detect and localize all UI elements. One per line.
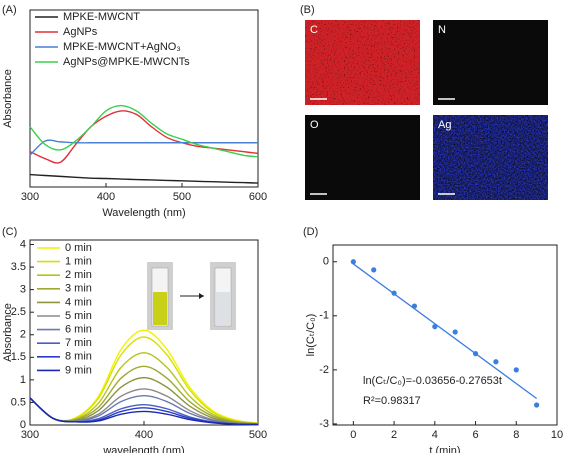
series-line — [29, 104, 259, 158]
legend-label: AgNPs — [63, 26, 98, 38]
legend-label: AgNPs@MPKE-MWCNTs — [63, 56, 190, 68]
panel-label: (D) — [303, 226, 318, 238]
series-line — [29, 173, 259, 184]
map-label: O — [310, 119, 319, 131]
x-tick-label: 400 — [135, 429, 153, 441]
x-tick-label: 600 — [249, 191, 267, 203]
element-map — [433, 115, 548, 200]
legend-label: 6 min — [65, 324, 92, 336]
arrow-head — [199, 293, 204, 299]
element-map — [433, 20, 548, 105]
y-tick-label: 1 — [20, 374, 26, 386]
data-point — [411, 303, 418, 309]
legend-label: 3 min — [65, 283, 92, 295]
y-tick-label: 3 — [20, 284, 26, 296]
x-tick-label: 4 — [432, 429, 438, 441]
legend-label: 8 min — [65, 351, 92, 363]
annotation: R²=0.98317 — [363, 395, 421, 407]
y-axis-label: Absorbance — [2, 69, 14, 128]
legend-label: 5 min — [65, 310, 92, 322]
legend-label: 1 min — [65, 256, 92, 268]
annotation: ln(Cₜ/C₀)=-0.03656-0.27653t — [363, 375, 502, 387]
data-point — [534, 402, 540, 408]
element-map — [305, 115, 420, 200]
plot-frame — [29, 9, 259, 188]
y-tick-label: 4 — [20, 238, 26, 250]
x-tick-label: 400 — [97, 191, 115, 203]
x-axis-label: Wavelength (nm) — [102, 207, 185, 219]
legend-label: MPKE-MWCNT — [63, 11, 140, 23]
y-tick-label: 2.5 — [11, 306, 26, 318]
y-tick-label: -3 — [319, 418, 329, 430]
y-axis-label: ln(Cₜ/C₀) — [305, 314, 317, 357]
x-tick-label: 6 — [472, 429, 478, 441]
y-tick-label: 0.5 — [11, 396, 26, 408]
y-tick-label: 3.5 — [11, 261, 26, 273]
y-tick-label: 2 — [20, 329, 26, 341]
data-point — [493, 359, 499, 365]
data-point — [472, 351, 479, 357]
panel-label: (B) — [300, 4, 315, 16]
x-tick-label: 500 — [249, 429, 267, 441]
x-tick-label: 8 — [513, 429, 519, 441]
y-tick-label: 0 — [323, 256, 329, 268]
map-label: C — [310, 24, 318, 36]
inset-photos — [147, 262, 236, 330]
y-tick-label: 0 — [20, 419, 26, 431]
legend-label: 9 min — [65, 364, 92, 376]
data-point — [391, 290, 397, 296]
vial-liquid — [216, 292, 230, 325]
series-line — [29, 397, 259, 426]
panel-label: (C) — [2, 226, 17, 238]
series-line — [29, 139, 258, 156]
data-point — [350, 259, 356, 265]
fit-line — [352, 263, 538, 400]
map-label: Ag — [438, 119, 451, 131]
x-axis-label: wavelength (nm) — [102, 445, 184, 453]
x-tick-label: 500 — [173, 191, 191, 203]
x-tick-label: 300 — [21, 429, 39, 441]
legend-label: 4 min — [65, 296, 92, 308]
panel-label: (A) — [2, 4, 17, 16]
data-point — [432, 324, 438, 330]
x-tick-label: 10 — [551, 429, 563, 441]
legend-label: MPKE-MWCNT+AgNO₃ — [63, 41, 181, 53]
x-tick-label: 300 — [21, 191, 39, 203]
y-axis-label: Absorbance — [2, 303, 14, 362]
map-label: N — [438, 24, 446, 36]
legend-label: 0 min — [65, 242, 92, 254]
x-axis-label: t (min) — [429, 445, 460, 453]
legend-label: 7 min — [65, 337, 92, 349]
vial-liquid — [153, 292, 167, 325]
series-line — [29, 110, 259, 164]
data-point — [371, 267, 377, 273]
y-tick-label: -2 — [319, 364, 329, 376]
plot-frame — [332, 244, 558, 426]
x-tick-label: 0 — [350, 429, 356, 441]
y-tick-label: 1.5 — [11, 351, 26, 363]
data-point — [452, 329, 458, 335]
legend-label: 2 min — [65, 269, 92, 281]
data-point — [513, 367, 519, 373]
y-tick-label: -1 — [319, 310, 329, 322]
x-tick-label: 2 — [391, 429, 397, 441]
element-map — [305, 20, 420, 105]
